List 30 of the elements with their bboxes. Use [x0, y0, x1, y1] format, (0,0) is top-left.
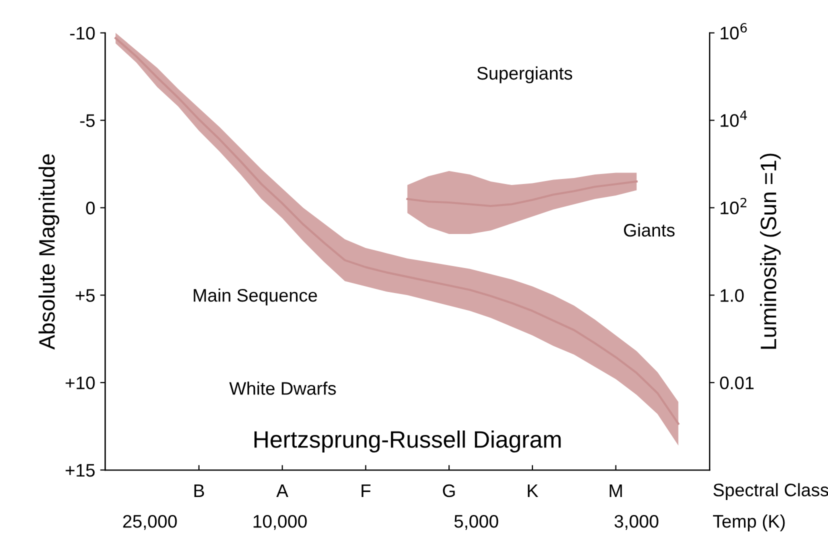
y-tick-label: +5	[76, 289, 95, 302]
y2-tick-label: 10$^{4}$	[720, 110, 747, 127]
text: 3,000	[614, 514, 658, 530]
y2-tick-label: 0.01	[720, 376, 754, 390]
text: Temp (K)	[713, 514, 785, 532]
annotation: Giants	[624, 223, 675, 237]
text: Hertzsprung-Russell Diagram	[254, 430, 561, 453]
y2-axis-title: Luminosity (Sun =1)	[760, 154, 781, 349]
x-tick-label: K	[528, 484, 538, 497]
x-tick-label: F	[362, 484, 370, 497]
y-tick-label: -10	[70, 26, 95, 40]
x-axis-title: Spectral Class	[713, 483, 828, 500]
y-tick-label: +15	[66, 464, 95, 477]
y-tick-label: -5	[80, 114, 95, 128]
annotation: White Dwarfs	[229, 382, 336, 395]
text: 5,000	[454, 514, 498, 530]
y-tick-label: +10	[66, 376, 95, 390]
y-tick-label: 0	[86, 202, 95, 214]
x-tick-label: G	[442, 484, 455, 498]
y2-tick-label: 10$^{6}$	[720, 22, 747, 40]
y2-tick-label: 10$^{2}$	[720, 198, 746, 214]
text: 10,000	[254, 514, 307, 530]
x-tick-label: A	[276, 484, 288, 497]
y-axis-title: Absolute Magnitude	[38, 154, 60, 350]
y2-tick-label: 1.0	[720, 289, 744, 302]
annotation: Main Sequence	[194, 288, 317, 306]
text: 25,000	[123, 514, 177, 530]
annotation: Supergiants	[477, 66, 572, 84]
x-tick-label: B	[194, 484, 204, 497]
x-tick-label: M	[610, 484, 622, 497]
